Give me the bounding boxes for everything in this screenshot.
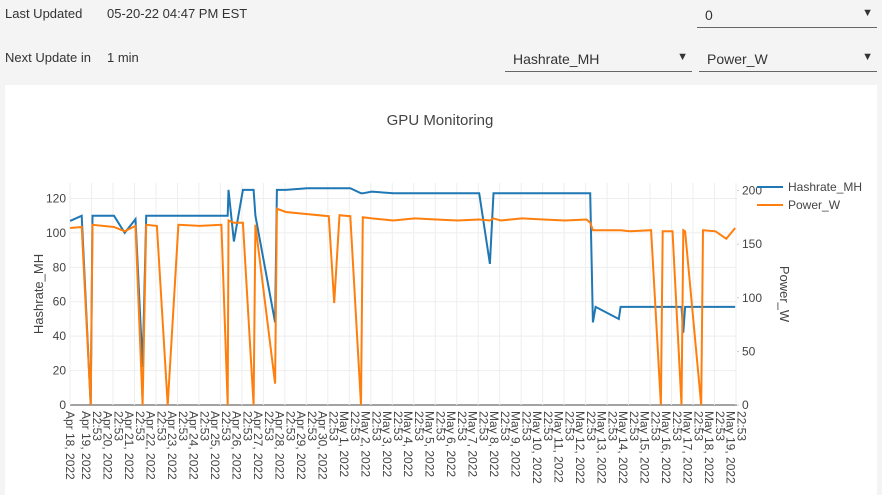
y2-axis-title: Power_W [777,266,792,323]
x-tick-label: 22:53Apr 29, 2022 [294,411,319,480]
x-tick-label: 22:53May 4, 2022 [401,411,426,477]
chart-title: GPU Monitoring [387,112,494,129]
x-tick-label: 22:53Apr 30, 2022 [315,411,340,480]
x-tick-label: 22:53May 15, 2022 [638,411,663,484]
y2-tick-label: 150 [742,237,762,251]
y2-tick-label: 100 [742,291,762,305]
x-tick-label: 22:53May 11, 2022 [552,411,577,483]
y-tick-label: 80 [53,260,67,274]
gpu-value: 0 [705,7,713,23]
x-tick-label: 22:53May 14, 2022 [616,411,641,484]
y-tick-label: 120 [46,191,66,205]
legend-label: Power_W [788,198,841,212]
y2-tick-label: 50 [742,344,756,358]
dropdown-arrow: ▼ [862,7,873,19]
x-tick-label: 22:53May 17, 2022 [681,411,706,484]
y-axis-title: Hashrate_MH [31,254,46,334]
y-tick-label: 40 [53,329,67,343]
x-tick-label: 22:53May 2, 2022 [358,411,383,477]
x-tick-label: 22:53May 7, 2022 [466,411,491,477]
x-tick-label: 22:53May 9, 2022 [509,411,534,477]
x-tick-label: 22:53May 16, 2022 [659,411,684,484]
y2-tick-label: 0 [742,398,749,412]
next-update-value: 1 min [107,50,139,65]
y-tick-label: 100 [46,226,66,240]
dropdown-arrow: ▼ [862,51,873,63]
x-tick-label: 22:53Apr 26, 2022 [229,411,254,480]
series-line [70,207,736,406]
x-tick-label: Apr 18, 2022 [63,411,77,480]
x-tick-label: 22:53Apr 19, 2022 [79,411,104,480]
last-updated-label: Last Updated [5,6,83,21]
y-tick-label: 60 [53,295,67,309]
left-metric-value: Hashrate_MH [513,51,600,67]
x-tick-label: 22:53May 1, 2022 [337,411,362,477]
x-tick-label: 22:53May 19, 2022 [724,411,749,484]
x-tick-label: 22:53Apr 24, 2022 [186,411,211,480]
right-metric-dropdown[interactable]: Power_W ▼ [699,45,877,72]
left-metric-dropdown[interactable]: Hashrate_MH ▼ [505,45,692,72]
x-tick-label: 22:53May 8, 2022 [487,411,512,477]
x-tick-label: 22:53May 13, 2022 [595,411,620,484]
y2-tick-label: 200 [742,184,762,198]
x-tick-label: 22:53Apr 22, 2022 [143,411,168,480]
dropdown-arrow: ▼ [677,51,688,63]
gpu-dropdown[interactable]: 0 ▼ [697,1,877,28]
last-updated-value: 05-20-22 04:47 PM EST [107,6,248,21]
x-tick-label: 22:53May 18, 2022 [702,411,727,484]
y-tick-label: 20 [53,364,67,378]
legend-label: Hashrate_MH [788,180,862,194]
x-tick-label: 22:53May 12, 2022 [573,411,598,484]
x-tick-label: 22:53Apr 27, 2022 [251,411,276,480]
x-tick-label: 22:53May 5, 2022 [423,411,448,477]
x-tick-label: 22:53Apr 25, 2022 [208,411,233,480]
x-tick-label: 22:53Apr 20, 2022 [100,411,125,480]
x-tick-label: 22:53May 10, 2022 [530,411,555,484]
x-tick-label: 22:53May 6, 2022 [444,411,469,477]
y-tick-label: 0 [59,398,66,412]
x-tick-label: 22:53Apr 23, 2022 [165,411,190,480]
chart: GPU Monitoring 0 20 40 60 80 100 120 0 50 100 150 2… [5,85,877,495]
x-tick-label: 22:53Apr 28, 2022 [272,411,297,480]
x-tick-label: 22:53Apr 21, 2022 [122,411,147,480]
right-metric-value: Power_W [707,51,768,67]
next-update-label: Next Update in [5,50,91,65]
series-line [69,187,736,406]
x-tick-label: 22:53May 3, 2022 [380,411,405,477]
